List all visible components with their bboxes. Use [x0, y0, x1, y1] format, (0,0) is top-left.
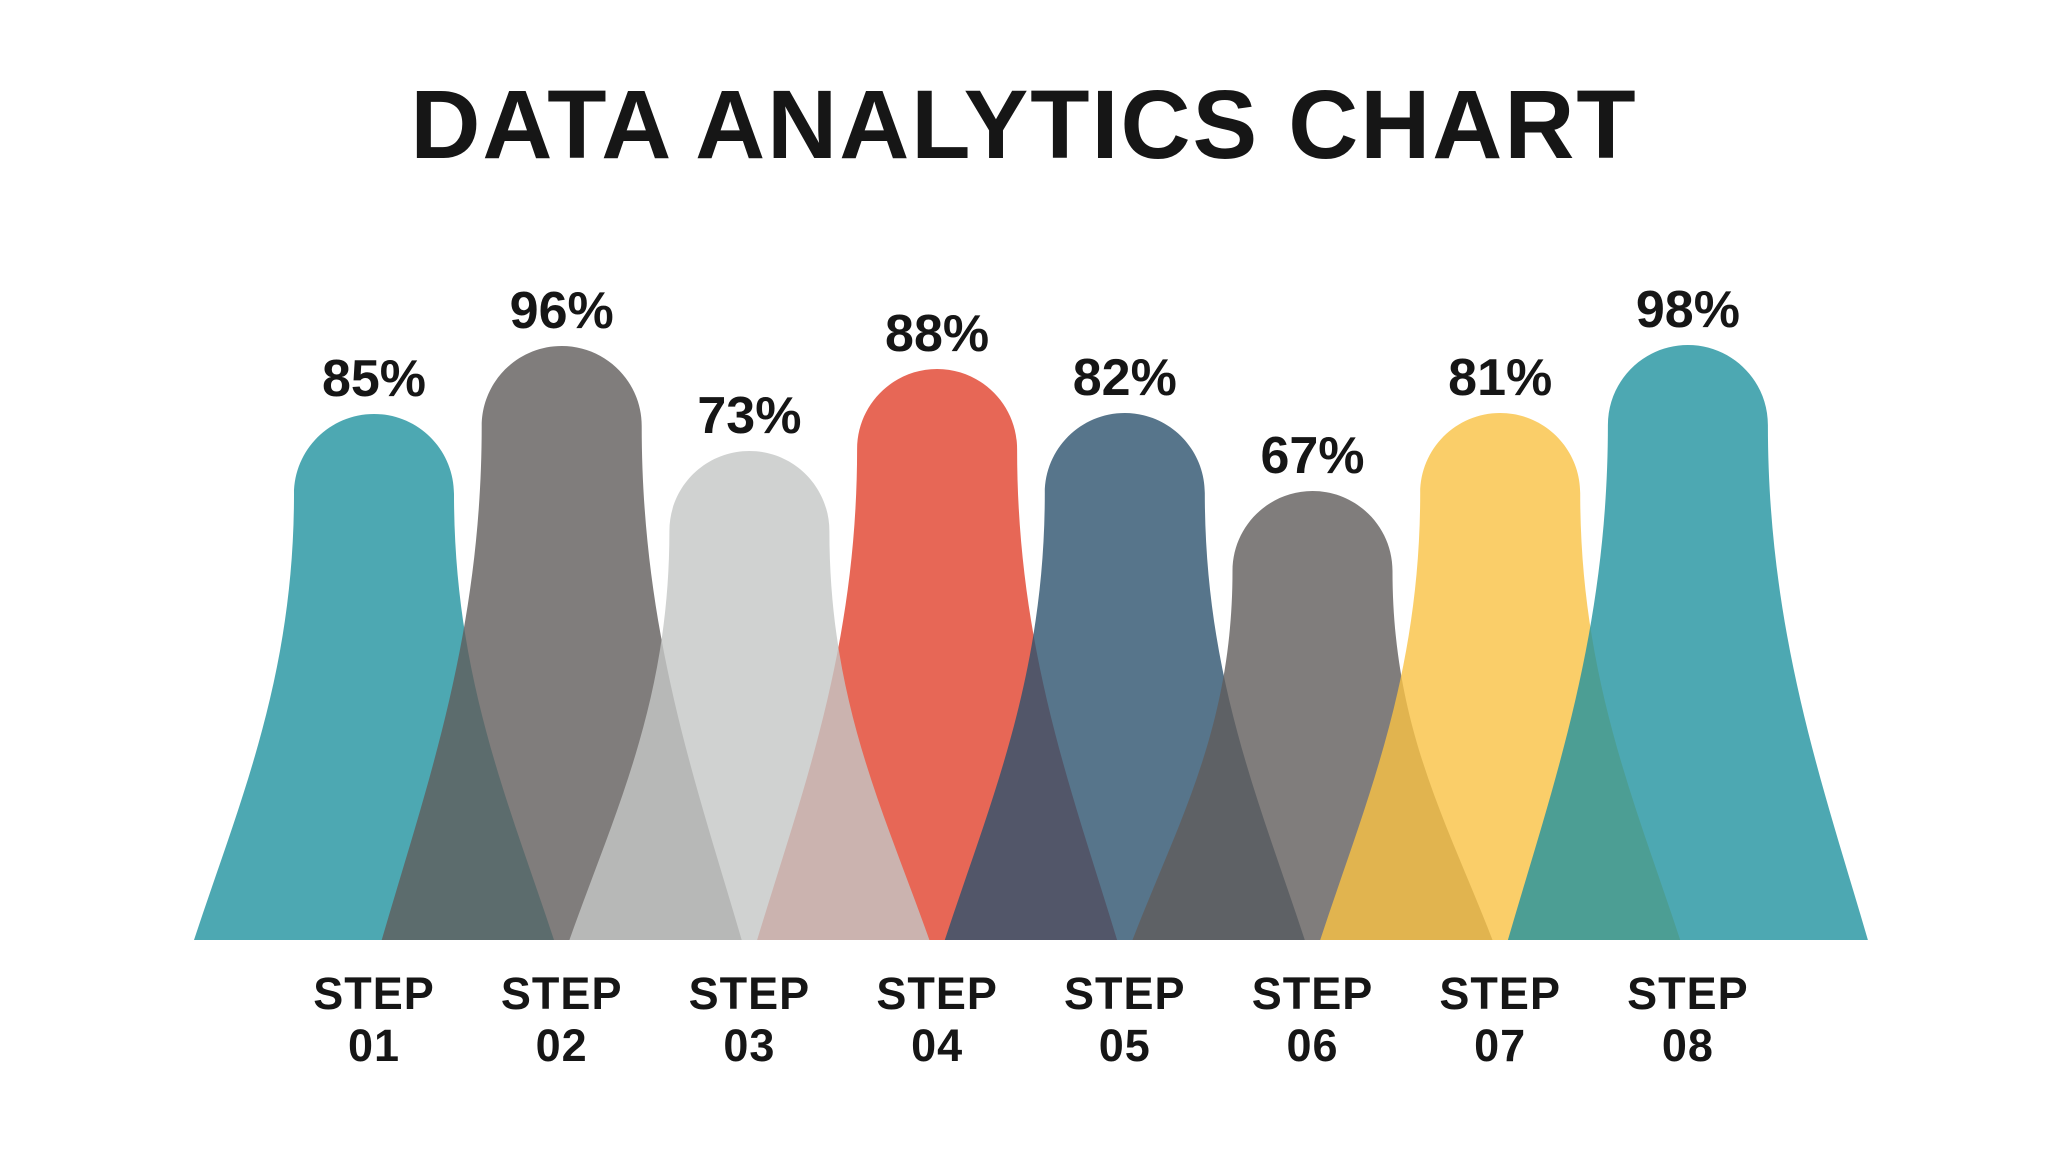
- step-number-step-05: 05: [1099, 1020, 1151, 1071]
- step-label-step-06: STEP: [1252, 968, 1374, 1019]
- value-label-step-06: 67%: [1260, 427, 1364, 485]
- step-label-step-02: STEP: [501, 968, 623, 1019]
- step-label-step-05: STEP: [1064, 968, 1186, 1019]
- value-label-step-05: 82%: [1073, 349, 1177, 407]
- step-label-step-03: STEP: [689, 968, 811, 1019]
- step-number-step-02: 02: [536, 1020, 588, 1071]
- hill-step-08: [1507, 345, 1868, 940]
- step-number-step-01: 01: [348, 1020, 400, 1071]
- step-number-step-08: 08: [1662, 1020, 1714, 1071]
- step-label-step-04: STEP: [876, 968, 998, 1019]
- hills-group: [194, 345, 1868, 940]
- step-number-step-04: 04: [911, 1020, 963, 1071]
- value-label-step-03: 73%: [697, 387, 801, 445]
- value-label-step-04: 88%: [885, 305, 989, 363]
- hill-step-03: [569, 451, 930, 940]
- step-number-step-06: 06: [1286, 1020, 1338, 1071]
- labels-group: 85%STEP0196%STEP0273%STEP0388%STEP0482%S…: [313, 281, 1749, 1071]
- value-label-step-02: 96%: [510, 282, 614, 340]
- step-number-step-07: 07: [1474, 1020, 1526, 1071]
- step-label-step-08: STEP: [1627, 968, 1749, 1019]
- step-label-step-01: STEP: [313, 968, 435, 1019]
- step-label-step-07: STEP: [1439, 968, 1561, 1019]
- chart-title: DATA ANALYTICS CHART: [410, 70, 1637, 179]
- value-label-step-07: 81%: [1448, 349, 1552, 407]
- step-number-step-03: 03: [723, 1020, 775, 1071]
- value-label-step-01: 85%: [322, 350, 426, 408]
- value-label-step-08: 98%: [1636, 281, 1740, 339]
